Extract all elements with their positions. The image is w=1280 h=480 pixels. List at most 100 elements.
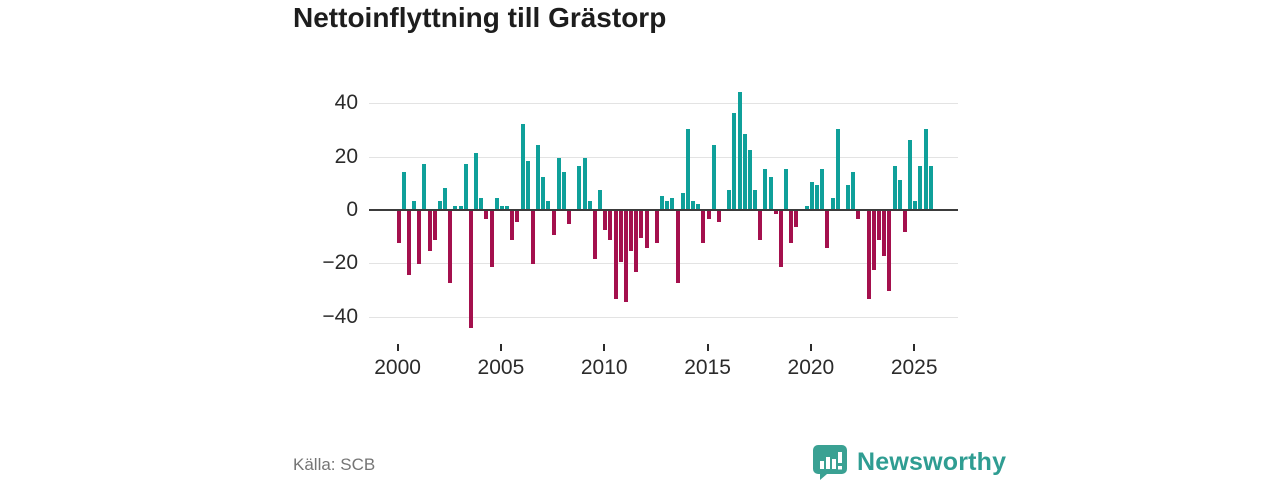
source-label: Källa: SCB (293, 455, 376, 474)
bar-q94-negative (882, 211, 887, 257)
bar-q8-positive (437, 200, 442, 209)
chart-title: Nettoinflyttning till Grästorp (293, 2, 667, 33)
gridline-y--20 (369, 263, 958, 265)
bar-q50-negative (654, 211, 659, 244)
bar-q7-negative (432, 211, 437, 241)
bar-q25-positive (525, 160, 530, 209)
gridline-y-40 (369, 103, 958, 105)
bar-q56-positive (685, 128, 690, 209)
bar-q68-positive (747, 150, 752, 209)
bar-q79-positive (804, 206, 809, 209)
brand-logo: Newsworthy (812, 444, 1006, 480)
bar-q30-negative (551, 211, 556, 236)
x-axis-tick-2025 (913, 344, 916, 351)
bar-q75-positive (784, 168, 789, 209)
bar-q64-positive (727, 190, 732, 209)
bar-q26-negative (530, 211, 535, 265)
x-axis-label-2020: 2020 (787, 356, 835, 379)
bar-q57-positive (691, 200, 696, 209)
bar-q99-positive (908, 139, 913, 209)
x-axis-label-2000: 2000 (374, 356, 421, 379)
bar-q6-negative (427, 211, 432, 252)
bar-q41-negative (608, 211, 613, 241)
x-axis-label-2005: 2005 (477, 356, 525, 379)
x-axis-tick-2000 (396, 344, 399, 351)
bar-q36-positive (582, 158, 587, 209)
bar-q87-positive (846, 184, 851, 209)
bar-q12-positive (458, 206, 463, 209)
bar-q18-negative (489, 211, 494, 268)
bar-q73-negative (773, 211, 778, 214)
y-axis-label--20: −20 (322, 251, 358, 275)
bar-q60-negative (706, 211, 711, 219)
bar-q101-positive (918, 166, 923, 209)
bar-q24-positive (520, 123, 525, 209)
bar-q10-negative (448, 211, 453, 284)
bar-q46-negative (634, 211, 639, 273)
bar-q35-positive (577, 166, 582, 209)
bar-q58-positive (696, 203, 701, 209)
bar-q89-negative (856, 211, 861, 219)
bar-q81-positive (815, 184, 820, 209)
bar-q4-negative (417, 211, 422, 265)
bar-q47-negative (639, 211, 644, 238)
bar-q14-negative (468, 211, 473, 329)
x-axis-zero-line (369, 209, 958, 211)
bar-q42-negative (613, 211, 618, 300)
bar-q59-negative (701, 211, 706, 244)
newsworthy-logo-icon (813, 445, 847, 480)
bar-q21-positive (505, 206, 510, 209)
bar-q48-negative (644, 211, 649, 249)
bar-q3-positive (412, 200, 417, 209)
bar-q66-positive (737, 91, 742, 209)
bar-q72-positive (768, 176, 773, 209)
x-axis-label-2010: 2010 (580, 356, 628, 379)
bar-q27-positive (536, 144, 541, 209)
bar-q43-negative (618, 211, 623, 262)
bar-q93-negative (877, 211, 882, 241)
bar-q45-negative (629, 211, 634, 252)
bar-q80-positive (809, 182, 814, 209)
bar-q92-negative (871, 211, 876, 270)
bar-q31-positive (556, 158, 561, 209)
bar-q65-positive (732, 112, 737, 209)
bar-q1-positive (401, 171, 406, 209)
bar-q32-positive (561, 171, 566, 209)
x-axis-tick-2015 (706, 344, 709, 351)
bar-q97-positive (897, 179, 902, 209)
bar-q62-negative (716, 211, 721, 222)
y-axis-label-40: 40 (334, 91, 358, 115)
bar-q38-negative (592, 211, 597, 260)
y-axis-label-20: 20 (334, 144, 358, 168)
bar-q69-positive (753, 190, 758, 209)
bar-q15-positive (474, 152, 479, 209)
bar-q29-positive (546, 200, 551, 209)
bar-q5-positive (422, 163, 427, 209)
x-axis-tick-2005 (499, 344, 502, 351)
bar-q98-negative (902, 211, 907, 233)
x-axis-label-2025: 2025 (890, 356, 938, 379)
brand-name: Newsworthy (857, 447, 1007, 476)
bar-q55-positive (680, 192, 685, 209)
bar-q83-negative (825, 211, 830, 249)
bar-q53-positive (670, 198, 675, 209)
bar-q52-positive (665, 200, 670, 209)
bar-q54-negative (675, 211, 680, 284)
bar-q76-negative (789, 211, 794, 244)
bar-q77-negative (794, 211, 799, 228)
bar-q71-positive (763, 168, 768, 209)
bar-q11-positive (453, 206, 458, 209)
bar-q103-positive (928, 166, 933, 209)
bar-q9-positive (443, 187, 448, 209)
bar-q19-positive (494, 198, 499, 209)
bar-q2-negative (406, 211, 411, 276)
bar-q17-negative (484, 211, 489, 219)
bar-q20-positive (499, 206, 504, 209)
bar-q37-positive (587, 200, 592, 209)
bar-q23-negative (515, 211, 520, 222)
bar-q0-negative (396, 211, 401, 244)
bar-q85-positive (835, 128, 840, 209)
bar-q22-negative (510, 211, 515, 241)
x-axis-tick-2010 (603, 344, 606, 351)
gridline-y-20 (369, 156, 958, 158)
